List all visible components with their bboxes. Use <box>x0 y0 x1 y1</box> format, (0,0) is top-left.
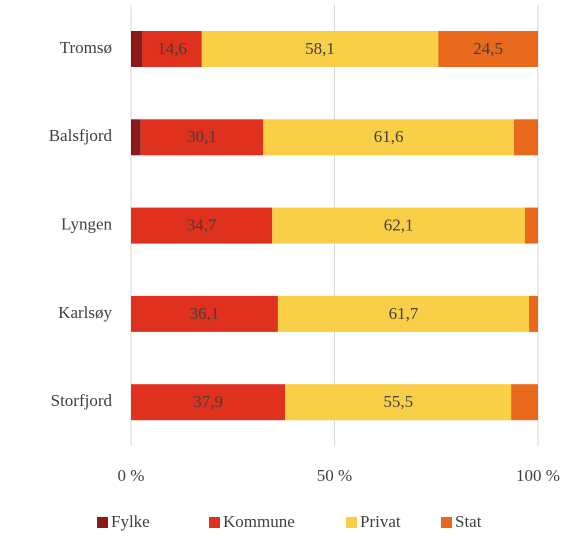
data-label: 55,5 <box>383 392 413 411</box>
y-tick-label: Balsfjord <box>49 126 113 145</box>
data-label: 61,6 <box>374 127 404 146</box>
y-tick-label: Storfjord <box>51 391 113 410</box>
bar-segment <box>140 119 264 156</box>
bar-segment <box>529 295 538 332</box>
x-tick-label: 100 % <box>516 466 560 485</box>
bar-segment <box>277 295 530 332</box>
bar-segment <box>438 31 538 67</box>
data-label: 24,5 <box>473 39 503 58</box>
bar-segment <box>524 207 538 244</box>
data-label: 58,1 <box>305 39 335 58</box>
data-label: 36,1 <box>190 304 220 323</box>
bar-segment <box>272 207 525 244</box>
y-tick-label: Lyngen <box>61 215 112 234</box>
bar-segment <box>131 31 143 67</box>
bar-segment <box>285 384 512 421</box>
y-tick-label: Karlsøy <box>58 303 112 322</box>
data-label: 14,6 <box>157 39 187 58</box>
legend-label: Stat <box>455 512 482 531</box>
legend-swatch <box>209 517 220 528</box>
bar-segment <box>131 207 273 244</box>
data-label: 30,1 <box>187 127 217 146</box>
data-label: 61,7 <box>389 304 419 323</box>
legend-swatch <box>346 517 357 528</box>
y-tick-label: Tromsø <box>60 38 112 57</box>
bar-segment <box>263 119 514 156</box>
data-label: 62,1 <box>384 216 414 235</box>
x-tick-label: 0 % <box>118 466 145 485</box>
data-label: 34,7 <box>187 216 217 235</box>
bar-segment <box>142 31 202 67</box>
legend-swatch <box>441 517 452 528</box>
bar-segment <box>131 295 278 332</box>
bar-segment <box>131 119 141 156</box>
legend-label: Kommune <box>223 512 295 531</box>
bar-segment <box>201 31 439 67</box>
legend-swatch <box>97 517 108 528</box>
legend-label: Fylke <box>111 512 150 531</box>
bar-segment <box>131 384 286 421</box>
bar-segment <box>511 384 538 421</box>
x-tick-label: 50 % <box>317 466 352 485</box>
legend-label: Privat <box>360 512 401 531</box>
data-label: 37,9 <box>193 392 223 411</box>
bar-segment <box>513 119 538 156</box>
